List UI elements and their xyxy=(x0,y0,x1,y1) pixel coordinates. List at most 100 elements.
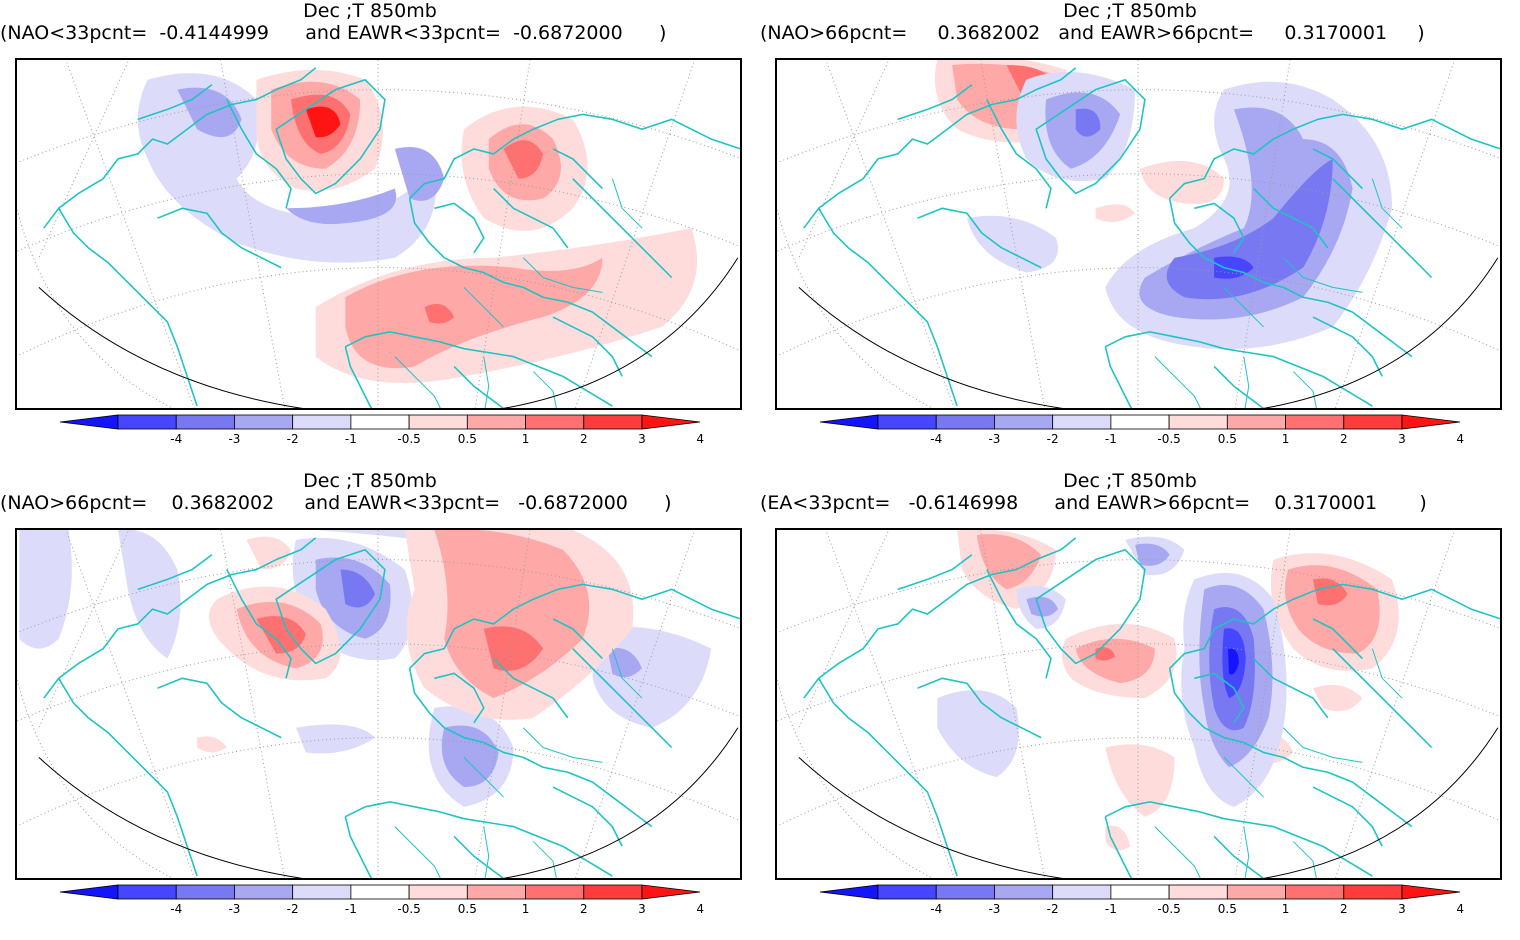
panel-subtitle: (NAO>66pcnt= 0.3682002 and EAWR>66pcnt= … xyxy=(760,22,1520,44)
colorbar-box xyxy=(1343,414,1403,430)
panel-subtitle: (NAO<33pcnt= -0.4144999 and EAWR<33pcnt=… xyxy=(0,22,760,44)
colorbar-box xyxy=(466,414,526,430)
map-frame xyxy=(15,58,742,410)
colorbar-arrow-low xyxy=(59,414,119,430)
colorbar: -4 -3 -2 -1 -0.5 0.5 1 2 3 4 xyxy=(819,414,1464,446)
colorbar-tick-label: 4 xyxy=(696,432,704,446)
colorbar-box xyxy=(234,884,294,900)
colorbar-box xyxy=(408,414,468,430)
colorbar-tick-label: 3 xyxy=(638,432,646,446)
colorbar-box xyxy=(1226,884,1286,900)
colorbar-tick-label: -4 xyxy=(930,432,942,446)
colorbar-box xyxy=(1110,414,1170,430)
colorbar-tick-label: -3 xyxy=(988,902,1000,916)
colorbar: -4 -3 -2 -1 -0.5 0.5 1 2 3 4 xyxy=(819,884,1464,916)
colorbar-tick-label: -3 xyxy=(228,902,240,916)
value-a: -0.4144999 xyxy=(159,22,269,44)
colorbar-tick-label: 0.5 xyxy=(1218,902,1237,916)
colorbar-tick-label: -1 xyxy=(345,902,357,916)
temperature-anomaly-map xyxy=(777,60,1500,408)
value-a: -0.6146998 xyxy=(908,492,1019,514)
map-boundary xyxy=(798,727,1499,878)
colorbar-tick-label: -2 xyxy=(1047,432,1059,446)
condition-b: and EAWR<33pcnt= xyxy=(304,492,501,514)
colorbar-box xyxy=(583,884,643,900)
panel-title: Dec ;T 850mb xyxy=(303,470,437,492)
value-b: 0.3170001 xyxy=(1284,22,1388,44)
colorbar-arrow-high xyxy=(1401,884,1461,900)
colorbar-tick-label: 4 xyxy=(1456,432,1464,446)
colorbar-arrow-low xyxy=(819,884,879,900)
colorbar-box xyxy=(175,414,235,430)
map-frame xyxy=(775,528,1502,880)
condition-b: and EAWR>66pcnt= xyxy=(1054,492,1251,514)
colorbar-tick-label: 4 xyxy=(1456,902,1464,916)
colorbar-tick-label: -1 xyxy=(1105,902,1117,916)
condition-b: and EAWR<33pcnt= xyxy=(305,22,501,44)
map-frame xyxy=(15,528,742,880)
temperature-anomaly-map xyxy=(17,530,740,878)
colorbar-tick-label: 3 xyxy=(638,902,646,916)
colorbar-tick-label: -3 xyxy=(988,432,1000,446)
colorbar-arrow-low xyxy=(59,884,119,900)
colorbar-box xyxy=(877,414,937,430)
map-boundary xyxy=(798,257,1499,408)
colorbar-box xyxy=(466,884,526,900)
colorbar-box xyxy=(525,884,585,900)
colorbar-tick-label: 1 xyxy=(522,432,530,446)
map-boundary xyxy=(38,727,739,878)
colorbar-box xyxy=(1052,414,1112,430)
colorbar-tick-label: 2 xyxy=(1340,432,1348,446)
colorbar-tick-label: 2 xyxy=(580,902,588,916)
colorbar-box xyxy=(350,414,410,430)
map-panel-1: Dec ;T 850mb (NAO<33pcnt= -0.4144999 and… xyxy=(0,0,742,460)
colorbar-arrow-high xyxy=(641,884,701,900)
closing-paren: ) xyxy=(664,492,672,514)
map-frame xyxy=(775,58,1502,410)
colorbar-tick-label: 1 xyxy=(1282,902,1290,916)
colorbar-box xyxy=(583,414,643,430)
colorbar-tick-label: -0.5 xyxy=(397,902,420,916)
colorbar-box xyxy=(1343,884,1403,900)
colorbar-box xyxy=(994,414,1054,430)
colorbar-tick-label: 0.5 xyxy=(1218,432,1237,446)
colorbar-box xyxy=(292,884,352,900)
colorbar-box xyxy=(525,414,585,430)
panel-subtitle: (EA<33pcnt= -0.6146998 and EAWR>66pcnt= … xyxy=(760,492,1520,514)
value-b: -0.6872000 xyxy=(513,22,623,44)
colorbar-box xyxy=(1110,884,1170,900)
colorbar-tick-label: 0.5 xyxy=(458,432,477,446)
colorbar-tick-label: -2 xyxy=(287,432,299,446)
colorbar-tick-label: -4 xyxy=(170,902,182,916)
colorbar-box xyxy=(935,884,995,900)
colorbar-tick-label: -4 xyxy=(930,902,942,916)
panel-subtitle: (NAO>66pcnt= 0.3682002 and EAWR<33pcnt= … xyxy=(0,492,760,514)
colorbar-box xyxy=(1226,414,1286,430)
condition-b: and EAWR>66pcnt= xyxy=(1058,22,1255,44)
colorbar-tick-label: -0.5 xyxy=(1157,902,1180,916)
colorbar-box xyxy=(350,884,410,900)
condition-a: (NAO>66pcnt= xyxy=(0,492,148,514)
positive-anomaly xyxy=(197,530,634,753)
value-a: 0.3682002 xyxy=(937,22,1041,44)
colorbar-tick-label: 1 xyxy=(522,902,530,916)
colorbar-box xyxy=(1168,884,1228,900)
panel-title: Dec ;T 850mb xyxy=(1063,0,1197,22)
colorbar-box xyxy=(175,884,235,900)
colorbar-box xyxy=(408,884,468,900)
panel-title: Dec ;T 850mb xyxy=(303,0,437,22)
colorbar-tick-label: 4 xyxy=(696,902,704,916)
colorbar-tick-label: -4 xyxy=(170,432,182,446)
value-b: -0.6872000 xyxy=(518,492,628,514)
map-panel-4: Dec ;T 850mb (EA<33pcnt= -0.6146998 and … xyxy=(760,470,1502,930)
colorbar-tick-label: -1 xyxy=(1105,432,1117,446)
colorbar-box xyxy=(994,884,1054,900)
positive-anomaly xyxy=(957,530,1399,851)
colorbar-box xyxy=(877,884,937,900)
map-boundary xyxy=(38,257,739,408)
condition-a: (EA<33pcnt= xyxy=(760,492,891,514)
value-a: 0.3682002 xyxy=(171,492,275,514)
colorbar-box xyxy=(117,414,177,430)
colorbar-tick-label: -2 xyxy=(1047,902,1059,916)
closing-paren: ) xyxy=(1417,22,1425,44)
